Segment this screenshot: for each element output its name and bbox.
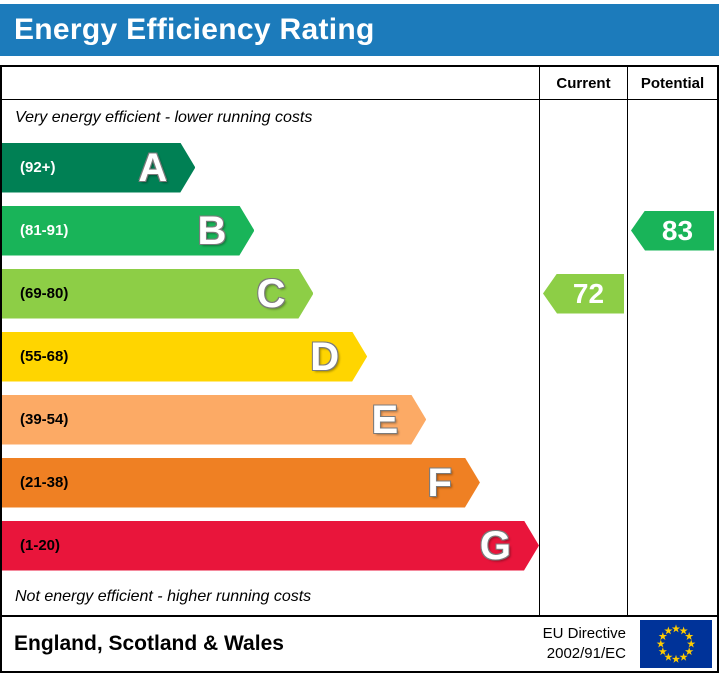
band-bar-f: (21-38) F xyxy=(2,458,480,508)
bands-column: Very energy efficient - lower running co… xyxy=(2,100,539,615)
band-letter: G xyxy=(479,523,511,568)
band-letter: A xyxy=(138,145,168,190)
potential-rating-value: 83 xyxy=(661,214,694,246)
current-column-header: Current xyxy=(539,67,627,99)
page-title: Energy Efficiency Rating xyxy=(14,13,375,46)
band-letter: C xyxy=(256,271,286,316)
footer: England, Scotland & Wales EU Directive 2… xyxy=(2,615,717,671)
band-range-label: (55-68) xyxy=(20,348,69,365)
band-range-label: (21-38) xyxy=(20,474,69,491)
band-bar-a: (92+) A xyxy=(2,143,195,193)
band-row-c: (69-80) C xyxy=(2,262,539,325)
eu-directive-label: EU Directive 2002/91/EC xyxy=(543,624,626,665)
band-bar-b: (81-91) B xyxy=(2,206,254,256)
band-row-e: (39-54) E xyxy=(2,388,539,451)
band-bar-d: (55-68) D xyxy=(2,332,367,382)
chart-header-row: Current Potential xyxy=(2,67,717,100)
band-range-label: (69-80) xyxy=(20,285,69,302)
band-range-label: (81-91) xyxy=(20,222,69,239)
band-row-a: (92+) A xyxy=(2,136,539,199)
band-bar-c: (69-80) C xyxy=(2,269,313,319)
band-row-f: (21-38) F xyxy=(2,451,539,514)
eu-directive-line2: 2002/91/EC xyxy=(546,645,626,662)
potential-column: 83 xyxy=(627,100,717,615)
band-range-label: (92+) xyxy=(20,159,56,176)
chart-body: Very energy efficient - lower running co… xyxy=(2,100,717,615)
chart-area: Current Potential Very energy efficient … xyxy=(2,67,717,615)
band-row-g: (1-20) G xyxy=(2,514,539,577)
band-letter: D xyxy=(310,334,340,379)
band-bar-e: (39-54) E xyxy=(2,395,426,445)
corner-cell xyxy=(2,67,539,99)
current-rating-arrow: 72 xyxy=(543,273,624,314)
title-bar: Energy Efficiency Rating xyxy=(0,4,719,56)
potential-rating-arrow: 83 xyxy=(631,210,714,251)
band-letter: B xyxy=(197,208,227,253)
bands-area: (92+) A (81-91) B (69-80) C (55-68) D (39-54) E (2… xyxy=(2,136,539,579)
current-rating-value: 72 xyxy=(572,277,605,309)
band-range-label: (1-20) xyxy=(20,537,61,554)
region-label: England, Scotland & Wales xyxy=(14,632,284,655)
potential-column-header: Potential xyxy=(627,67,717,99)
eu-flag-icon xyxy=(640,620,712,668)
bottom-note: Not energy efficient - higher running co… xyxy=(15,588,312,605)
top-note: Very energy efficient - lower running co… xyxy=(15,109,313,126)
band-letter: E xyxy=(371,397,399,442)
chart-box: Current Potential Very energy efficient … xyxy=(0,65,719,673)
band-letter: F xyxy=(427,460,452,505)
band-range-label: (39-54) xyxy=(20,411,69,428)
eu-directive-line1: EU Directive xyxy=(542,624,626,642)
band-row-d: (55-68) D xyxy=(2,325,539,388)
current-column: 72 xyxy=(539,100,627,615)
band-row-b: (81-91) B xyxy=(2,199,539,262)
band-bar-g: (1-20) G xyxy=(2,521,539,571)
